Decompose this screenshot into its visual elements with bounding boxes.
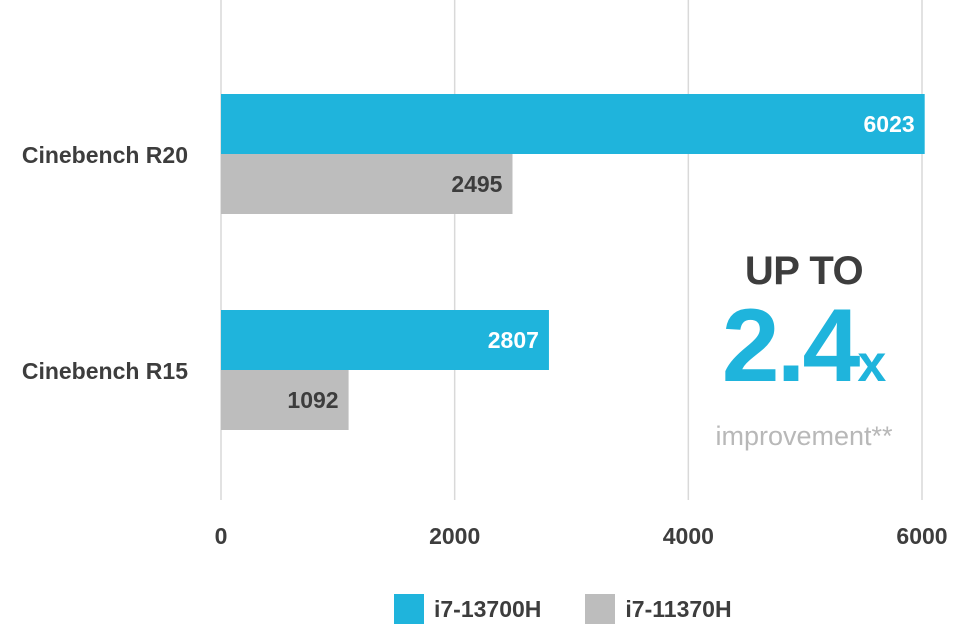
callout-multiplier: 2.4 [721,288,861,404]
bar-i7-13700h-r20 [221,94,925,154]
x-tick-label-6000: 6000 [896,523,947,549]
callout-up-to: UP TO [744,249,864,293]
x-tick-label-0: 0 [215,523,228,549]
legend-item-i7-11370h: i7-11370H [585,594,732,624]
category-label-r20: Cinebench R20 [22,142,188,168]
callout-x: x [857,335,887,393]
x-axis-ticks: 0 2000 4000 6000 [215,523,948,549]
legend-item-i7-13700h: i7-13700H [394,594,541,624]
improvement-callout: UP TO 2.4x improvement** [690,248,918,451]
x-tick-label-2000: 2000 [429,523,480,549]
legend-label-i7-13700h: i7-13700H [434,595,542,622]
data-label-i7-13700h-r20: 6023 [864,111,915,137]
data-label-i7-13700h-r15: 2807 [488,327,539,353]
data-label-i7-11370h-r15: 1092 [287,387,338,413]
data-label-i7-11370h-r20: 2495 [451,171,502,197]
x-tick-label-4000: 4000 [663,523,714,549]
legend-swatch-i7-13700h [394,594,424,624]
callout-subtitle: improvement** [715,421,893,451]
category-label-r15: Cinebench R15 [22,358,188,384]
bar-i7-13700h-r15 [221,310,549,370]
legend: i7-13700H i7-11370H [394,592,776,626]
legend-label-i7-11370h: i7-11370H [625,595,732,622]
category-labels: Cinebench R20 Cinebench R15 [22,142,188,384]
bar-i7-11370h-r20 [221,154,513,214]
legend-swatch-i7-11370h [585,594,616,624]
callout-multiplier-line: 2.4x [690,294,918,425]
bars: 6023 2807 2495 1092 [221,94,925,430]
bar-i7-11370h-r15 [221,370,349,430]
